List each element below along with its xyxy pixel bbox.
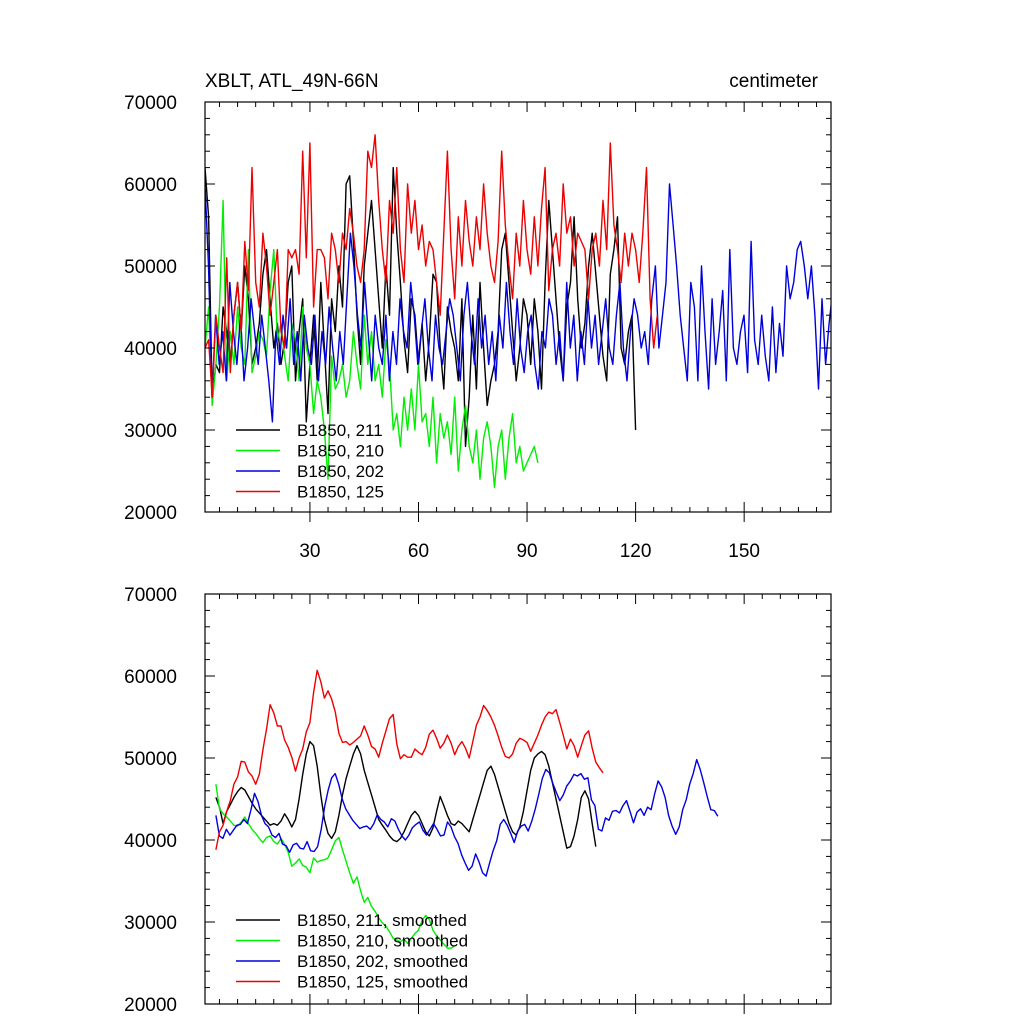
plot-frame	[204, 101, 832, 513]
y-tick-label: 30000	[124, 913, 177, 934]
x-tick-label: 60	[408, 541, 429, 562]
series-line-1	[215, 784, 456, 949]
legend-label: B1850, 211	[297, 421, 383, 440]
legend-label: B1850, 202, smoothed	[297, 952, 468, 971]
legend-label: B1850, 125	[297, 483, 384, 502]
y-tick-label: 40000	[124, 339, 177, 360]
y-tick-label: 50000	[124, 257, 177, 278]
y-tick-label: 40000	[124, 831, 177, 852]
plot-frame	[204, 593, 832, 1005]
x-tick-label: 120	[620, 541, 652, 562]
y-tick-label: 70000	[124, 585, 177, 606]
x-tick-label: 90	[516, 541, 537, 562]
series-line-2	[205, 183, 831, 423]
bottom-panel: 20000 30000 40000 50000 60000 70000 B1850, 211…	[124, 585, 832, 1016]
y-tick-label: 20000	[124, 995, 177, 1016]
series-line-2	[215, 758, 719, 877]
x-tick-label: 150	[728, 541, 760, 562]
units-label: centimeter	[729, 71, 818, 92]
y-tick-label: 70000	[124, 93, 177, 114]
y-tick-label: 50000	[124, 749, 177, 770]
legend-label: B1850, 211, smoothed	[297, 911, 467, 930]
chart-title: XBLT, ATL_49N-66N	[205, 71, 379, 92]
y-tick-label: 60000	[124, 667, 177, 688]
series-line-0	[215, 740, 597, 849]
legend-label: B1850, 202	[297, 462, 384, 481]
series-line-3	[215, 669, 604, 850]
legend-label: B1850, 210, smoothed	[297, 932, 468, 951]
top-panel: XBLT, ATL_49N-66N centimeter 20000 30000 4…	[124, 71, 832, 562]
y-tick-label: 30000	[124, 421, 177, 442]
legend-label: B1850, 125, smoothed	[297, 973, 468, 992]
legend-label: B1850, 210	[297, 442, 384, 461]
y-tick-label: 20000	[124, 503, 177, 524]
y-tick-label: 60000	[124, 175, 177, 196]
x-tick-label: 30	[299, 541, 320, 562]
series-line-3	[205, 134, 658, 398]
